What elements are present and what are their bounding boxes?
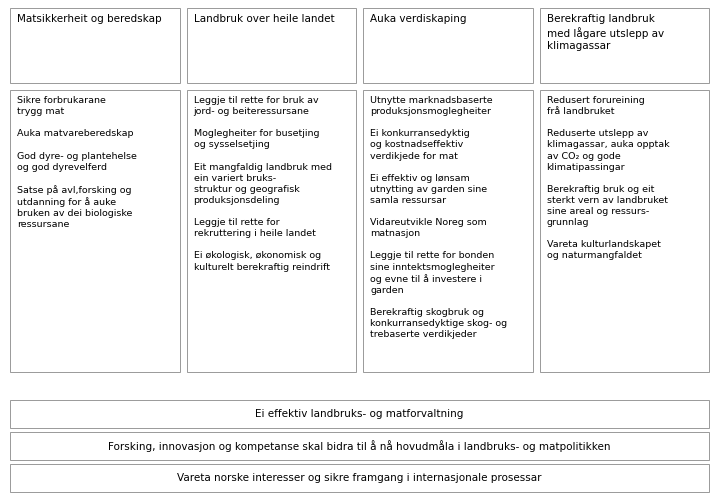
Text: Vareta norske interesser og sikre framgang i internasjonale prosessar: Vareta norske interesser og sikre framga…: [178, 473, 541, 483]
Text: Matsikkerheit og beredskap: Matsikkerheit og beredskap: [17, 14, 162, 24]
Bar: [539, 90, 709, 372]
Bar: [363, 8, 533, 83]
Bar: [10, 432, 709, 460]
Text: Landbruk over heile landet: Landbruk over heile landet: [193, 14, 334, 24]
Text: Utnytte marknadsbaserte
produksjonsmoglegheiter

Ei konkurransedyktig
og kostnad: Utnytte marknadsbaserte produksjonsmogle…: [370, 96, 507, 339]
Bar: [363, 90, 533, 372]
Text: Sikre forbrukarane
trygg mat

Auka matvareberedskap

God dyre- og plantehelse
og: Sikre forbrukarane trygg mat Auka matvar…: [17, 96, 137, 230]
Bar: [186, 8, 356, 83]
Text: Redusert forureining
frå landbruket

Reduserte utslepp av
klimagassar, auka oppt: Redusert forureining frå landbruket Redu…: [546, 96, 669, 260]
Text: Leggje til rette for bruk av
jord- og beiteressursane

Moglegheiter for busetjin: Leggje til rette for bruk av jord- og be…: [193, 96, 331, 271]
Bar: [10, 464, 709, 492]
Text: Ei effektiv landbruks- og matforvaltning: Ei effektiv landbruks- og matforvaltning: [255, 409, 464, 419]
Text: Auka verdiskaping: Auka verdiskaping: [370, 14, 467, 24]
Text: Berekraftig landbruk
med lågare utslepp av
klimagassar: Berekraftig landbruk med lågare utslepp …: [546, 14, 664, 51]
Bar: [186, 90, 356, 372]
Bar: [10, 90, 180, 372]
Text: Forsking, innovasjon og kompetanse skal bidra til å nå hovudmåla i landbruks- og: Forsking, innovasjon og kompetanse skal …: [109, 440, 610, 452]
Bar: [10, 400, 709, 428]
Bar: [539, 8, 709, 83]
Bar: [10, 8, 180, 83]
